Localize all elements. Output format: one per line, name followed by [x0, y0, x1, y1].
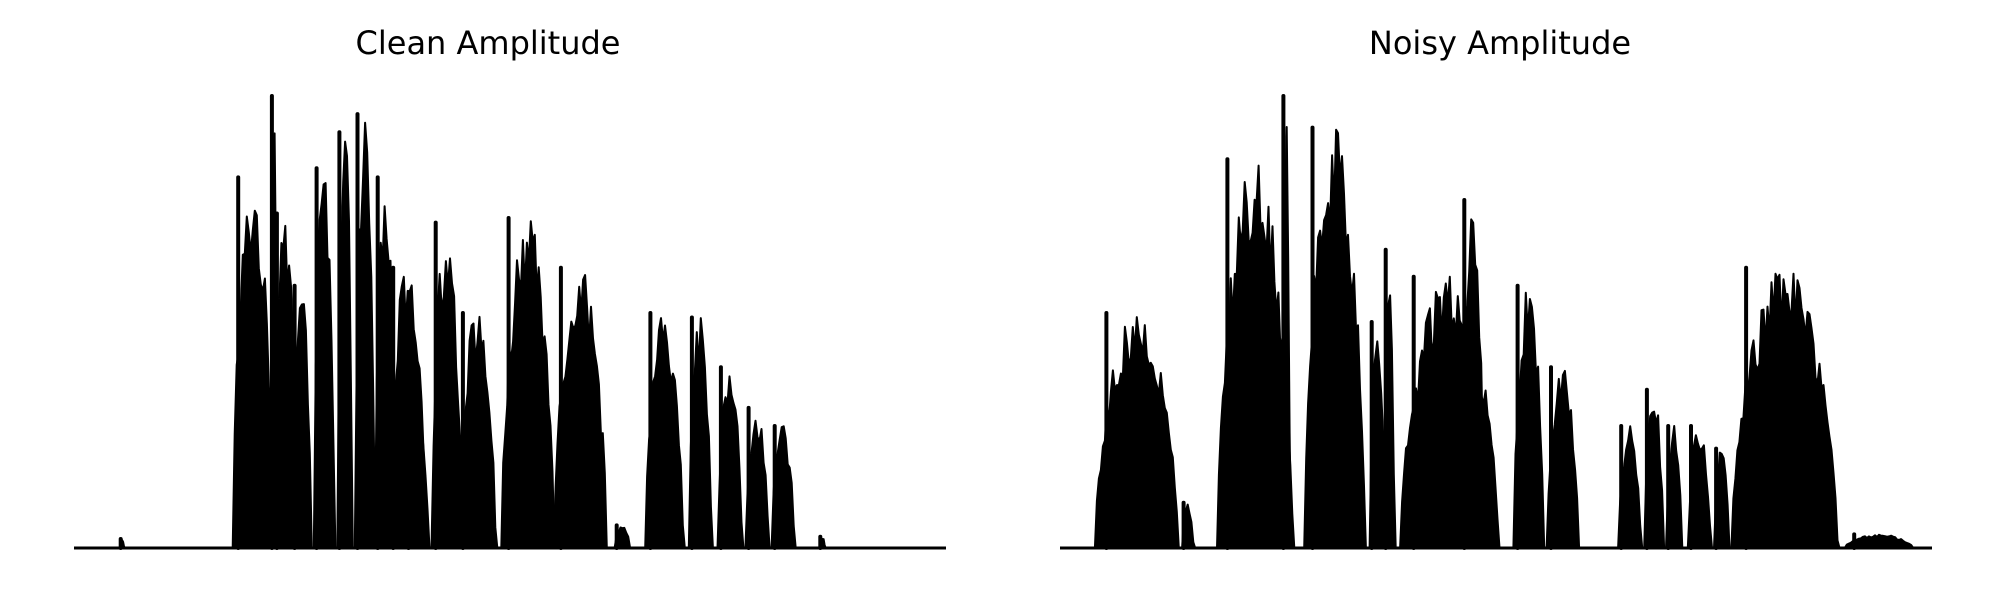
noisy-amplitude-plot: [1060, 94, 1932, 550]
amplitude-burst-17: [1843, 533, 1925, 549]
clean-amplitude-panel: Clean Amplitude: [74, 24, 946, 550]
amplitude-burst-16: [1730, 272, 1855, 549]
amplitude-burst-7: [1399, 275, 1515, 549]
clean-amplitude-title: Clean Amplitude: [355, 24, 621, 62]
amplitude-burst-4: [1303, 128, 1375, 549]
amplitude-burst-0: [1093, 316, 1192, 549]
amplitude-burst-14: [552, 274, 616, 549]
amplitude-burst-10: [1545, 369, 1585, 549]
amplitude-burst-12: [456, 315, 503, 549]
noisy-amplitude-title: Noisy Amplitude: [1368, 24, 1632, 62]
noisy-amplitude-panel: Noisy Amplitude: [1000, 0, 2000, 600]
clean-amplitude-plot: [74, 94, 946, 550]
amplitude-burst-16: [644, 317, 690, 549]
